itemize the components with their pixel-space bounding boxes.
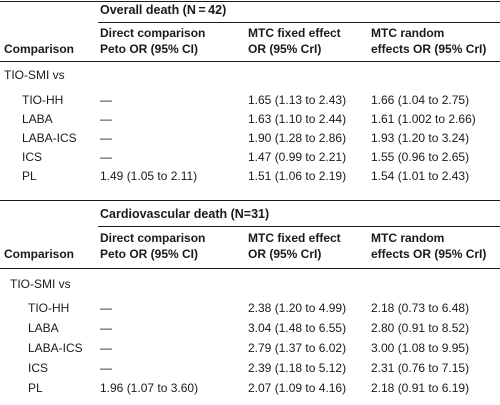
header-mtc-fixed: MTC fixed effect OR (95% CrI) <box>248 26 341 56</box>
fixed-value: 3.04 (1.48 to 6.55) <box>248 321 347 335</box>
fixed-value: 1.63 (1.10 to 2.44) <box>248 112 347 126</box>
fixed-value: 2.79 (1.37 to 6.02) <box>248 341 347 355</box>
table-top-rule <box>0 1 500 2</box>
direct-value: 1.49 (1.05 to 2.11) <box>100 169 198 183</box>
row-label: LABA-ICS <box>22 131 77 145</box>
random-value: 1.61 (1.002 to 2.66) <box>371 112 476 126</box>
section-title-rule <box>98 226 500 227</box>
row-label: PL <box>28 381 43 395</box>
fixed-value: 1.51 (1.06 to 2.19) <box>248 169 347 183</box>
direct-value: — <box>100 341 112 355</box>
row-label: TIO-HH <box>28 301 70 315</box>
header-mtc-random: MTC random effects OR (95% CrI) <box>371 231 487 261</box>
random-value: 1.55 (0.96 to 2.65) <box>371 150 470 164</box>
random-value: 1.54 (1.01 to 2.43) <box>371 169 470 183</box>
header-comparison: Comparison <box>4 247 75 261</box>
random-value: 2.80 (0.91 to 8.52) <box>371 321 470 335</box>
random-value: 3.00 (1.08 to 9.95) <box>371 341 470 355</box>
fixed-value: 1.47 (0.99 to 2.21) <box>248 150 347 164</box>
direct-value: — <box>100 131 112 145</box>
direct-value: — <box>100 150 112 164</box>
fixed-value: 1.65 (1.13 to 2.43) <box>248 93 347 107</box>
row-label: ICS <box>22 150 43 164</box>
row-label: TIO-HH <box>22 93 64 107</box>
direct-value: — <box>100 112 112 126</box>
row-label: LABA-ICS <box>28 341 83 355</box>
row-label: PL <box>22 169 37 183</box>
row-label: LABA <box>28 321 59 335</box>
direct-value: — <box>100 321 112 335</box>
direct-value: — <box>100 301 112 315</box>
direct-value: 1.96 (1.07 to 3.60) <box>100 381 199 395</box>
header-comparison: Comparison <box>4 42 75 56</box>
random-value: 1.66 (1.04 to 2.75) <box>371 93 470 107</box>
row-label: ICS <box>28 361 49 375</box>
group-label: TIO-SMI vs <box>10 277 71 291</box>
header-direct-comparison: Direct comparison Peto OR (95% CI) <box>100 231 206 261</box>
random-value: 2.31 (0.76 to 7.15) <box>371 361 470 375</box>
header-direct-comparison: Direct comparison Peto OR (95% CI) <box>100 26 206 56</box>
random-value: 2.18 (0.73 to 6.48) <box>371 301 470 315</box>
section-title-rule <box>98 22 500 23</box>
fixed-value: 2.38 (1.20 to 4.99) <box>248 301 347 315</box>
section-title-overall-death: Overall death (N = 42) <box>100 3 227 17</box>
header-rule <box>0 268 500 269</box>
header-mtc-fixed: MTC fixed effect OR (95% CrI) <box>248 231 341 261</box>
random-value: 2.18 (0.91 to 6.19) <box>371 381 470 395</box>
section-title-cardiovascular-death: Cardiovascular death (N=31) <box>100 207 270 221</box>
fixed-value: 2.39 (1.18 to 5.12) <box>248 361 347 375</box>
random-value: 1.93 (1.20 to 3.24) <box>371 131 470 145</box>
header-rule <box>0 61 500 62</box>
row-label: LABA <box>22 112 53 126</box>
direct-value: — <box>100 93 112 107</box>
header-mtc-random: MTC random effects OR (95% CrI) <box>371 26 487 56</box>
section-separator-rule <box>0 200 500 201</box>
direct-value: — <box>100 361 112 375</box>
group-label: TIO-SMI vs <box>4 68 65 82</box>
fixed-value: 2.07 (1.09 to 4.16) <box>248 381 347 395</box>
fixed-value: 1.90 (1.28 to 2.86) <box>248 131 347 145</box>
